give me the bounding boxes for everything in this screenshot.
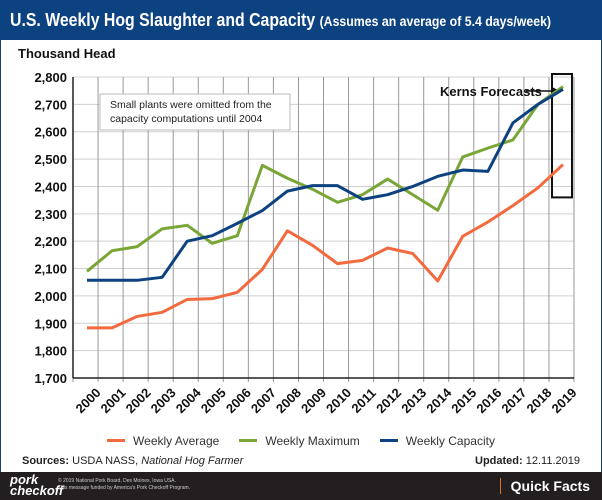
x-tick-label: 2000 xyxy=(73,385,104,416)
legend-item: Weekly Average xyxy=(107,434,219,448)
x-tick-label: 2010 xyxy=(323,385,354,416)
x-tick-label: 2017 xyxy=(498,385,529,416)
series-line-weekly-average xyxy=(87,163,565,330)
x-tick-label: 2012 xyxy=(373,385,404,416)
x-tick-label: 2015 xyxy=(448,385,479,416)
chart: Thousand Head 1,700 1,800 1,900 2,000 2,100 2,… xyxy=(18,46,580,417)
x-tick-label: 2009 xyxy=(298,385,329,416)
x-tick-label: 2003 xyxy=(148,385,179,416)
y-tick-label: 1,800 xyxy=(34,344,67,359)
legend-label: Weekly Capacity xyxy=(405,433,495,448)
legend-swatch xyxy=(379,439,398,442)
sources: Sources: USDA NASS, National Hog Farmer xyxy=(22,455,244,467)
x-tick-label: 2016 xyxy=(473,385,504,416)
series-line-weekly-capacity xyxy=(87,88,564,282)
series-line-weekly-maximum xyxy=(86,85,564,273)
legend-label: Weekly Maximum xyxy=(265,433,360,448)
x-tick-label: 2002 xyxy=(123,385,154,416)
x-tick-label: 2018 xyxy=(523,385,554,416)
y-axis-title: Thousand Head xyxy=(18,46,116,61)
annotation-text: capacity computations until 2004 xyxy=(110,113,263,125)
y-tick-label: 2,800 xyxy=(34,70,67,85)
copyright: © 2019 National Pork Board, Des Moines, … xyxy=(58,478,191,491)
legend: Weekly Average Weekly Maximum Weekly Capac… xyxy=(0,431,602,448)
x-tick-label: 2013 xyxy=(398,385,429,416)
y-tick-label: 2,300 xyxy=(34,207,67,222)
x-tick-label: 2004 xyxy=(173,385,205,417)
annotation-box xyxy=(99,93,291,131)
kerns-forecasts-label: Kerns Forecasts xyxy=(440,84,542,99)
x-tick-label: 2001 xyxy=(98,385,129,416)
legend-item: Weekly Maximum xyxy=(239,433,360,448)
legend-label: Weekly Average xyxy=(133,433,220,448)
x-tick-label: 2006 xyxy=(223,385,254,416)
x-tick-label: 2007 xyxy=(248,385,279,416)
y-tick-label: 2,000 xyxy=(34,289,67,304)
subtitle: (Assumes an average of 5.4 days/week) xyxy=(319,13,552,29)
y-tick-label: 2,700 xyxy=(34,97,67,112)
legend-swatch xyxy=(239,439,258,442)
x-tick-label: 2019 xyxy=(549,385,580,416)
updated: Updated: 12.11.2019 xyxy=(475,455,580,467)
forecast-box xyxy=(551,73,573,199)
y-tick-label: 1,700 xyxy=(34,371,67,386)
y-tick-label: 2,200 xyxy=(34,234,67,249)
header: U.S. Weekly Hog Slaughter and Capacity (… xyxy=(0,0,602,40)
x-tick-label: 2008 xyxy=(273,385,304,416)
pork-checkoff-logo: pork checkoff xyxy=(10,472,64,498)
footer-bar: pork checkoff © 2019 National Pork Board,… xyxy=(0,472,602,500)
x-tick-label: 2005 xyxy=(198,385,229,416)
annotation-text: Small plants were omitted from the xyxy=(110,99,272,111)
legend-swatch xyxy=(107,439,126,442)
title: U.S. Weekly Hog Slaughter and Capacity (… xyxy=(10,10,552,30)
y-tick-label: 2,600 xyxy=(34,125,67,140)
y-tick-label: 2,500 xyxy=(34,152,67,167)
legend-item: Weekly Capacity xyxy=(379,433,495,448)
x-tick-label: 2014 xyxy=(423,385,455,417)
y-tick-label: 2,400 xyxy=(34,179,67,194)
y-tick-label: 2,100 xyxy=(34,262,67,277)
quick-facts: Quick Facts xyxy=(499,478,590,494)
x-tick-label: 2011 xyxy=(348,385,379,416)
y-tick-label: 1,900 xyxy=(34,316,67,331)
